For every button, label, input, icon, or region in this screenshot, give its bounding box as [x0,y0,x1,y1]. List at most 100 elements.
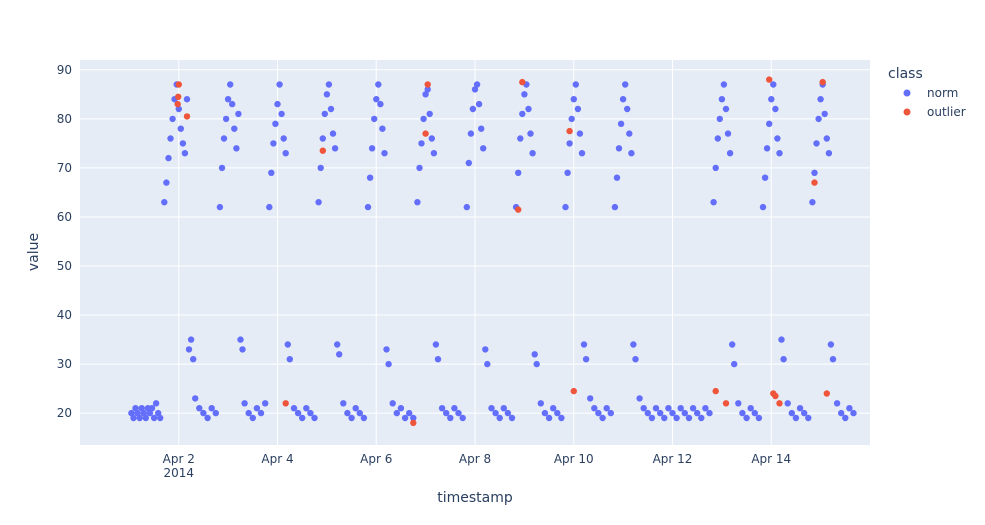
point-norm [657,409,664,417]
point-norm [432,341,440,348]
point-norm [146,409,154,417]
point-norm [796,405,804,412]
point-norm [389,400,396,407]
y-axis-title: value [26,233,42,271]
point-norm [132,405,139,412]
y-tick-label: 40 [57,308,72,322]
x-tick-label: Apr 14 [751,452,791,466]
point-norm [192,395,199,402]
legend-item-norm[interactable]: norm [903,86,959,100]
point-norm [576,130,584,137]
point-norm [545,414,553,422]
point-norm [558,414,565,422]
point-outlier [410,419,417,427]
point-norm [624,105,631,113]
point-norm [317,164,324,172]
point-norm [572,81,579,88]
point-norm [235,110,242,118]
point-norm [286,356,293,363]
point-norm [334,341,341,348]
point-norm [527,130,534,137]
point-norm [401,414,409,422]
point-norm [801,409,808,417]
y-tick-label: 70 [57,161,72,175]
point-norm [478,125,485,132]
point-norm [484,360,491,368]
point-outlier [424,81,431,88]
point-norm [379,125,386,132]
point-norm [385,360,392,368]
point-norm [615,145,623,152]
x-tick-label: Apr 6 [360,452,392,466]
y-gridlines [80,69,870,414]
point-norm [763,145,771,152]
point-norm [550,405,557,412]
point-norm [315,199,322,206]
point-norm [525,105,532,113]
point-norm [644,409,651,417]
point-norm [463,203,470,211]
point-norm [815,115,822,123]
point-norm [809,199,816,206]
point-norm [278,110,285,118]
point-norm [729,341,736,348]
point-norm [284,341,291,348]
x-tick-sublabel: 2014 [163,466,194,480]
point-norm [319,135,326,142]
y-tick-label: 20 [57,406,72,420]
point-norm [373,96,380,103]
point-norm [469,105,477,113]
point-norm [157,414,164,422]
point-outlier [712,387,719,395]
point-norm [821,110,828,118]
point-norm [759,203,767,211]
point-norm [183,96,191,103]
point-norm [418,140,425,147]
point-norm [175,105,182,113]
point-norm [685,414,693,422]
x-tick-label: Apr 4 [261,452,293,466]
point-norm [735,400,742,407]
point-norm [344,409,351,417]
point-norm [134,409,141,417]
point-norm [163,179,170,186]
point-outlier [175,81,182,88]
point-norm [673,414,680,422]
legend-marker-outlier [903,108,911,116]
point-norm [136,414,143,422]
point-outlier [422,130,429,137]
point-norm [155,409,162,417]
point-norm [587,395,594,402]
point-outlier [722,400,730,407]
point-norm [488,405,495,412]
point-norm [739,409,746,417]
point-norm [340,400,347,407]
point-outlier [766,76,773,83]
series-norm-points [128,81,857,422]
point-norm [805,414,812,422]
point-norm [519,110,526,118]
point-norm [426,110,433,118]
point-norm [829,356,837,363]
legend-item-outlier[interactable]: outlier [903,105,966,119]
point-outlier [515,206,522,213]
point-norm [218,164,226,172]
point-norm [599,414,606,422]
point-norm [632,356,639,363]
point-norm [303,405,310,412]
legend-label-outlier: outlier [927,105,966,119]
point-norm [434,356,442,363]
point-norm [566,140,573,147]
point-norm [327,105,335,113]
point-norm [842,414,849,422]
point-norm [208,405,215,412]
point-norm [245,409,252,417]
point-norm [233,145,240,152]
point-norm [416,164,423,172]
point-norm [140,409,147,417]
point-norm [152,400,160,407]
point-norm [712,164,719,172]
point-norm [190,356,197,363]
point-norm [420,115,427,123]
point-norm [241,400,248,407]
